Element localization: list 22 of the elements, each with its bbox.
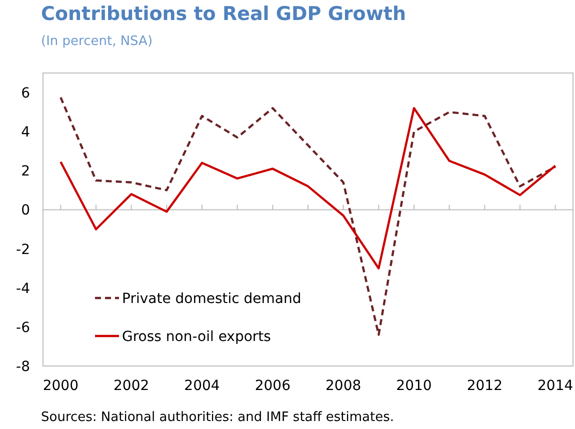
x-tick-label: 2008 [326,378,362,394]
legend-label: Private domestic demand [122,291,302,307]
y-tick-label: 4 [21,124,30,141]
x-tick-label: 2012 [466,378,502,394]
y-tick-label: 6 [21,86,30,102]
y-tick-label: -2 [16,242,30,258]
x-tick-label: 2002 [114,378,150,394]
line-series [60,107,556,270]
y-tick-label: -6 [16,320,30,336]
x-tick-label: 2006 [254,378,291,394]
legend-label: Gross non-oil exports [122,329,271,345]
x-tick-label: 2000 [42,378,78,394]
chart-title: Contributions to Real GDP Growth [41,3,406,25]
chart-subtitle: (In percent, NSA) [41,34,153,49]
y-tick-label: -4 [16,280,30,297]
x-tick-label: 2010 [396,378,432,394]
y-tick-label: 2 [21,164,30,180]
y-tick-label: 0 [21,202,30,219]
y-tick-label: -8 [16,359,30,375]
source-note: Sources: National authorities: and IMF staff estimates. [41,410,394,425]
x-tick-label: 2004 [184,378,220,394]
x-tick-label: 2014 [538,378,574,394]
